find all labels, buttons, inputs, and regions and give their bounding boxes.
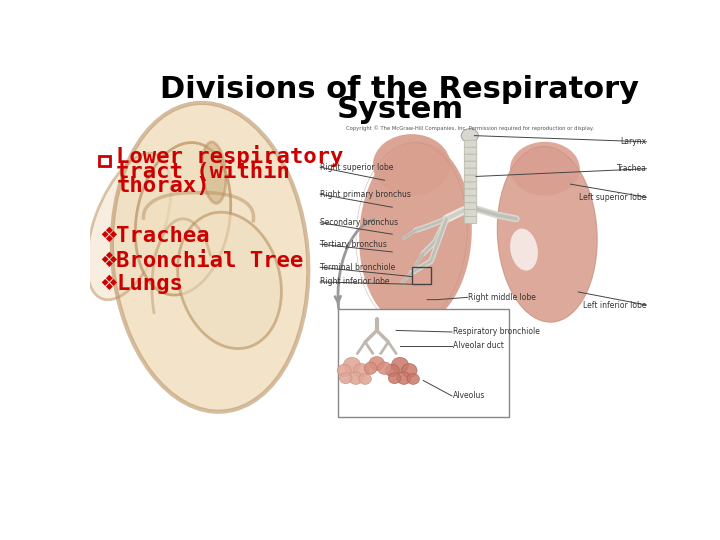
Text: Lungs: Lungs [117,274,183,294]
Ellipse shape [385,364,399,377]
Ellipse shape [359,142,472,327]
FancyBboxPatch shape [464,161,477,168]
FancyBboxPatch shape [464,217,477,224]
Ellipse shape [354,363,369,377]
Ellipse shape [402,363,417,377]
FancyBboxPatch shape [464,202,477,210]
Ellipse shape [510,228,538,271]
Text: Right primary bronchus: Right primary bronchus [320,190,411,199]
Text: Tertiary bronchus: Tertiary bronchus [320,240,387,249]
Ellipse shape [86,153,171,300]
Text: Left inferior lobe: Left inferior lobe [583,301,647,309]
Ellipse shape [337,364,351,377]
Text: thorax): thorax) [117,177,210,197]
Ellipse shape [178,212,282,349]
Text: Lower respiratory: Lower respiratory [117,145,343,167]
Ellipse shape [364,362,377,374]
FancyBboxPatch shape [464,210,477,217]
FancyBboxPatch shape [464,195,477,202]
Ellipse shape [202,142,226,203]
FancyBboxPatch shape [464,147,477,154]
Ellipse shape [397,372,411,384]
Text: ❖: ❖ [99,226,118,246]
Text: ❖: ❖ [99,251,118,271]
Ellipse shape [510,142,580,195]
FancyBboxPatch shape [464,175,477,182]
Text: Divisions of the Respiratory: Divisions of the Respiratory [161,75,639,104]
Text: Respiratory bronchiole: Respiratory bronchiole [453,327,539,336]
Text: Secondary bronchus: Secondary bronchus [320,218,398,227]
Text: Trachea: Trachea [117,226,210,246]
FancyBboxPatch shape [99,156,110,166]
Ellipse shape [462,129,478,143]
Ellipse shape [343,357,361,373]
Text: Right middle lobe: Right middle lobe [468,293,536,302]
Text: Alveolar duct: Alveolar duct [453,341,503,350]
FancyBboxPatch shape [464,182,477,189]
Ellipse shape [112,104,307,411]
Ellipse shape [340,373,352,383]
Ellipse shape [359,374,372,384]
Ellipse shape [388,373,401,383]
Text: Right superior lobe: Right superior lobe [320,163,394,172]
Ellipse shape [407,374,419,384]
Text: Bronchial Tree: Bronchial Tree [117,251,304,271]
Text: tract (within: tract (within [117,160,290,181]
Ellipse shape [369,356,384,370]
Text: System: System [336,95,464,124]
Text: Larynx: Larynx [621,137,647,146]
Ellipse shape [135,143,230,295]
Ellipse shape [373,134,451,195]
Text: Trachea: Trachea [616,164,647,173]
FancyBboxPatch shape [319,126,648,419]
FancyBboxPatch shape [338,309,508,417]
Ellipse shape [392,357,408,373]
Text: Right inferior lobe: Right inferior lobe [320,278,390,286]
Text: Alveolus: Alveolus [453,392,485,400]
FancyBboxPatch shape [464,154,477,161]
FancyBboxPatch shape [464,168,477,175]
Text: Copyright © The McGraw-Hill Companies, Inc. Permission required for reproduction: Copyright © The McGraw-Hill Companies, I… [346,125,594,131]
Ellipse shape [349,372,363,384]
Text: Terminal bronchiole: Terminal bronchiole [320,263,395,272]
Ellipse shape [377,362,392,374]
Text: ❖: ❖ [99,274,118,294]
FancyBboxPatch shape [464,140,477,147]
Text: Left superior lobe: Left superior lobe [579,193,647,202]
Ellipse shape [497,146,598,323]
FancyBboxPatch shape [464,189,477,195]
